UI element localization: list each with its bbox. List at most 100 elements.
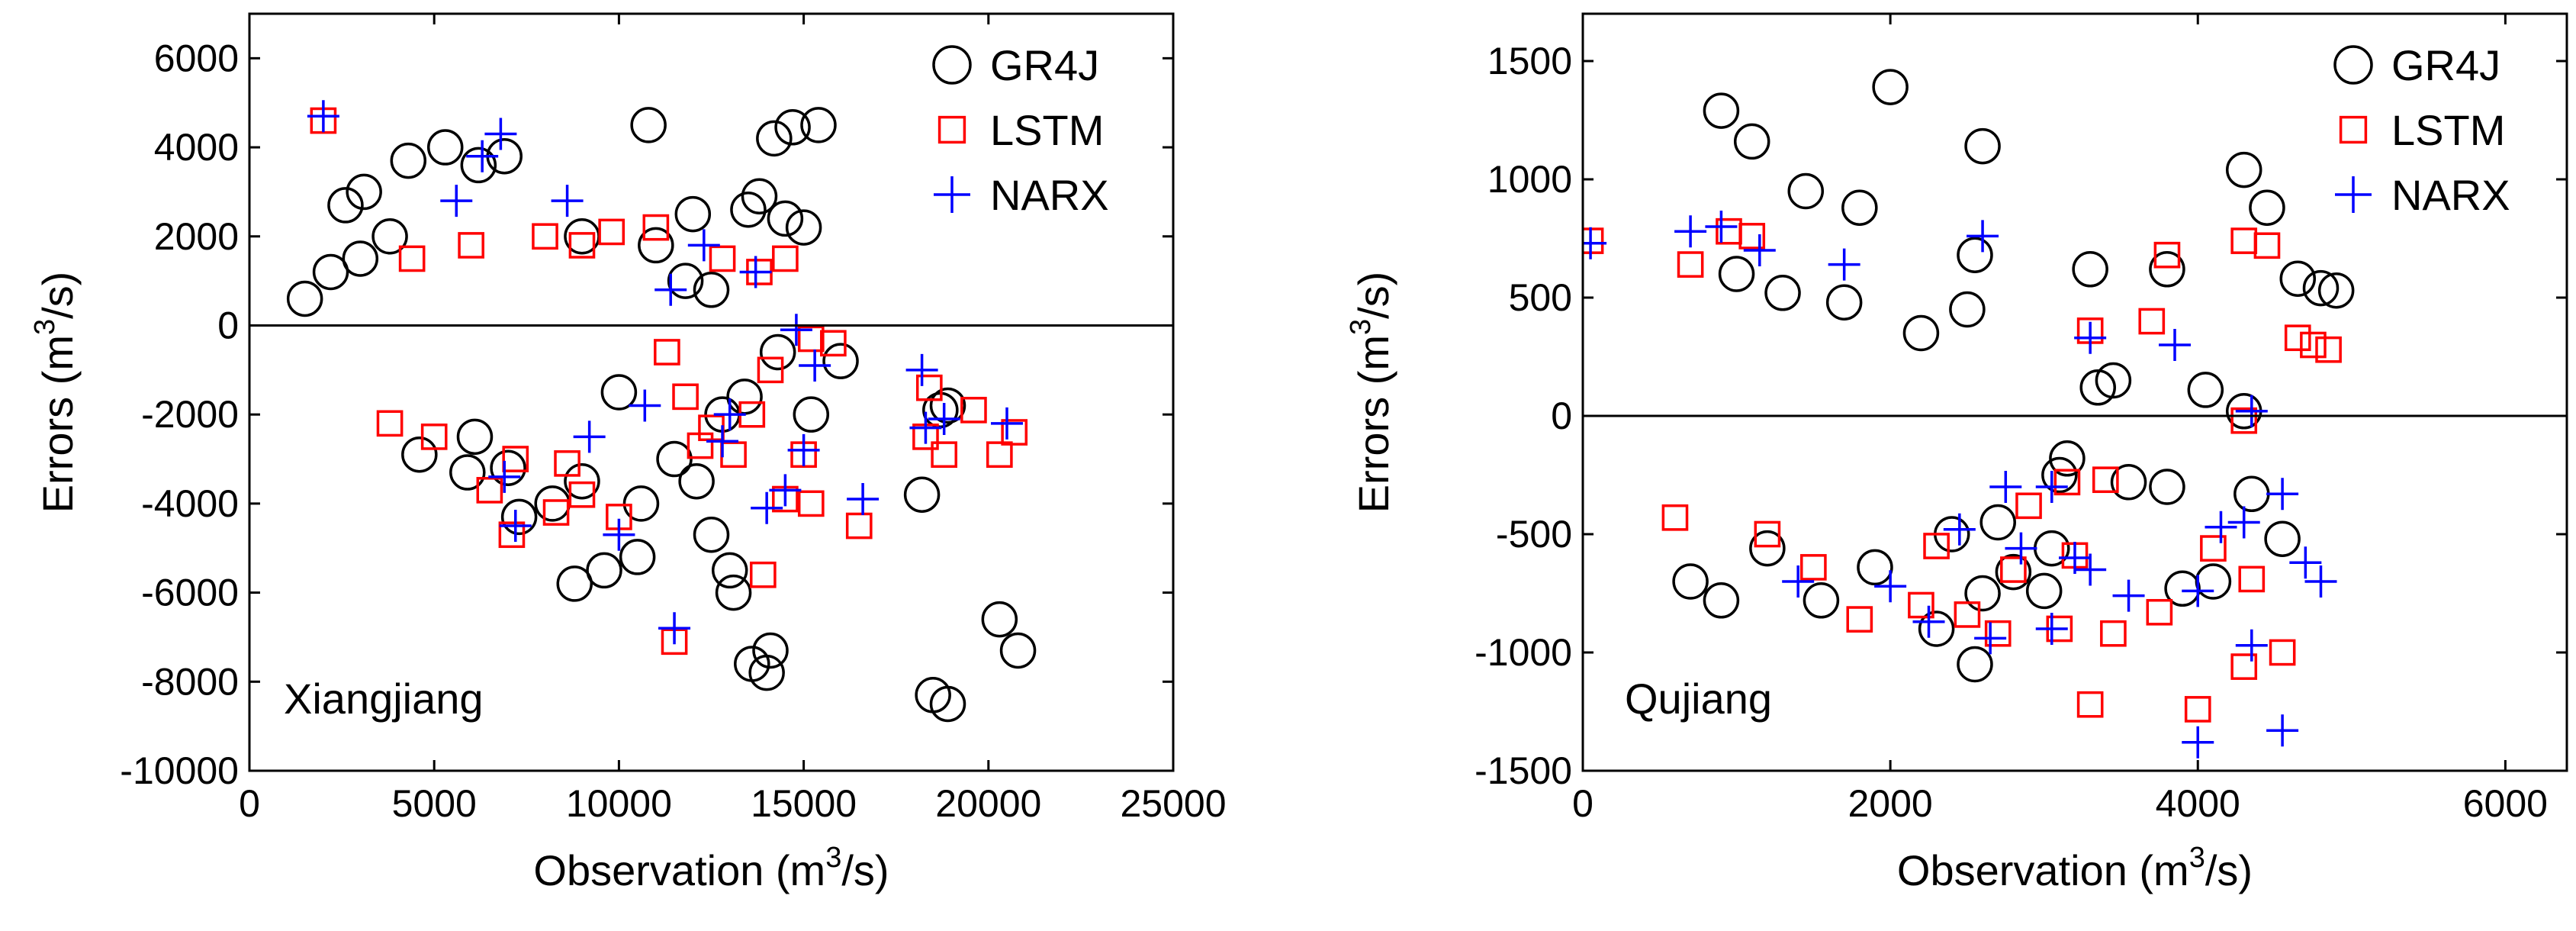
data-point-narx: [739, 256, 772, 288]
data-point-narx: [1989, 471, 2022, 503]
data-point-lstm: [986, 441, 1013, 469]
x-tick-label: 6000: [2463, 782, 2548, 825]
data-point-gr4j: [622, 485, 660, 522]
data-point-lstm: [376, 410, 404, 437]
data-point-gr4j: [490, 449, 526, 486]
data-point-lstm: [1846, 606, 1873, 633]
x-axis-label: Observation (m3/s): [1897, 842, 2253, 894]
data-point-narx: [2235, 629, 2268, 662]
data-point-gr4j: [748, 654, 785, 691]
data-point-gr4j: [2149, 251, 2185, 288]
data-point-lstm: [1954, 601, 1981, 628]
series-narx: [1583, 211, 2337, 759]
data-point-gr4j: [903, 476, 941, 513]
y-tick-label: -10000: [120, 749, 239, 792]
data-point-narx: [991, 407, 1024, 440]
legend-label-narx: NARX: [990, 171, 1109, 219]
data-point-gr4j: [1825, 284, 1863, 321]
data-point-narx: [687, 229, 720, 262]
legend: GR4J LSTM NARX: [932, 41, 1109, 219]
data-point-lstm: [2253, 232, 2281, 259]
data-point-gr4j: [638, 227, 674, 264]
data-point-gr4j: [2079, 369, 2116, 406]
y-tick-label: 500: [1509, 276, 1572, 319]
y-tick-label: 1500: [1487, 40, 1572, 82]
data-point-narx: [2266, 478, 2299, 511]
data-point-gr4j: [929, 387, 966, 424]
data-point-gr4j: [2149, 469, 2185, 505]
data-point-lstm: [2146, 598, 2173, 626]
data-point-lstm: [2230, 653, 2258, 680]
data-point-narx: [706, 425, 739, 458]
axes-frame: [248, 12, 1175, 772]
data-point-lstm: [2300, 331, 2327, 359]
data-point-gr4j: [1764, 275, 1801, 311]
data-point-lstm: [797, 490, 825, 517]
data-point-gr4j: [693, 516, 730, 553]
data-point-narx: [629, 389, 661, 422]
x-axis-label: Observation (m3/s): [533, 842, 889, 894]
y-tick-label: -8000: [141, 660, 239, 703]
data-point-narx: [2059, 542, 2091, 574]
x-tick-label: 20000: [935, 782, 1041, 825]
data-point-gr4j: [2049, 440, 2086, 477]
data-point-lstm: [672, 383, 699, 411]
y-tick-label: -6000: [141, 572, 239, 614]
data-points: [286, 100, 1037, 723]
data-point-lstm: [960, 397, 987, 424]
data-point-lstm: [1800, 554, 1827, 581]
data-point-narx: [2289, 546, 2322, 579]
data-point-narx: [307, 100, 339, 133]
data-point-lstm: [1661, 504, 1689, 531]
data-point-gr4j: [564, 462, 600, 500]
data-point-lstm: [2053, 469, 2081, 496]
data-point-narx: [2074, 321, 2107, 354]
data-point-gr4j: [534, 485, 571, 522]
x-tick-label: 0: [1572, 782, 1594, 825]
data-point-gr4j: [426, 129, 464, 166]
data-point-gr4j: [2025, 572, 2063, 610]
y-tick-label: 0: [217, 304, 239, 346]
data-point-gr4j: [327, 187, 364, 224]
data-point-gr4j: [556, 565, 593, 602]
data-point-narx: [658, 612, 691, 645]
legend-marker-narx: [2335, 176, 2372, 213]
data-point-gr4j: [1857, 549, 1893, 586]
legend-label-gr4j: GR4J: [2391, 41, 2500, 89]
data-point-gr4j: [2187, 372, 2224, 408]
y-tick-label: 2000: [154, 215, 239, 258]
legend-marker-lstm: [2339, 115, 2368, 144]
scatter-panel-2: 0 2000 4000 6000 -1500 -1000 -500 0 500 1000 1500 O…: [1345, 12, 2568, 894]
data-point-gr4j: [929, 685, 966, 723]
data-point-gr4j: [793, 396, 830, 433]
data-point-lstm: [2100, 620, 2127, 647]
data-point-gr4j: [981, 601, 1018, 638]
data-point-gr4j: [1841, 189, 1878, 226]
data-point-narx: [499, 510, 532, 543]
y-tick-label: 1000: [1487, 158, 1572, 201]
data-point-lstm: [1984, 620, 2012, 647]
data-point-narx: [2035, 613, 2068, 645]
data-point-narx: [909, 411, 942, 444]
data-points: [1583, 69, 2355, 759]
data-point-gr4j: [2264, 520, 2301, 557]
data-point-lstm: [568, 232, 596, 259]
data-point-lstm: [598, 218, 626, 246]
series-gr4j: [1672, 69, 2355, 683]
data-point-gr4j: [800, 107, 837, 143]
data-point-gr4j: [600, 374, 638, 411]
data-point-narx: [2182, 575, 2214, 607]
y-tick-label: -1500: [1475, 749, 1572, 792]
data-point-narx: [488, 460, 521, 493]
data-point-gr4j: [371, 218, 408, 255]
y-tick-label: 6000: [154, 37, 239, 79]
data-point-narx: [1674, 215, 1707, 248]
data-point-gr4j: [401, 436, 438, 473]
data-point-gr4j: [1872, 69, 1909, 105]
data-point-gr4j: [1672, 563, 1709, 600]
data-point-gr4j: [741, 178, 778, 214]
data-point-narx: [654, 273, 687, 306]
data-point-narx: [1705, 211, 1738, 243]
y-tick-label: 0: [1551, 395, 1572, 437]
data-point-lstm: [931, 441, 958, 469]
